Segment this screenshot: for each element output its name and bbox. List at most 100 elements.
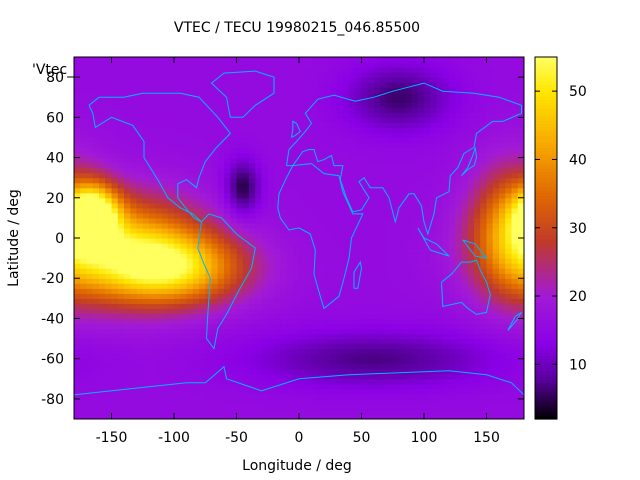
heat-cell bbox=[180, 152, 188, 159]
heat-cell bbox=[455, 62, 463, 68]
heat-cell bbox=[480, 243, 488, 249]
heat-cell bbox=[349, 253, 356, 259]
heat-cell bbox=[230, 253, 238, 259]
heat-cell bbox=[349, 157, 356, 164]
heat-cell bbox=[449, 308, 456, 315]
heat-cell bbox=[149, 197, 156, 204]
heat-cell bbox=[342, 72, 350, 78]
heat-cell bbox=[474, 408, 481, 415]
heat-cell bbox=[392, 248, 400, 254]
heat-cell bbox=[230, 338, 238, 345]
heat-cell bbox=[155, 112, 163, 118]
heat-cell bbox=[236, 288, 244, 294]
heat-cell bbox=[274, 162, 281, 169]
heat-cell bbox=[130, 373, 138, 380]
heat-cell bbox=[336, 82, 344, 88]
heat-cell bbox=[261, 363, 269, 370]
heat-cell bbox=[392, 117, 400, 123]
heat-cell bbox=[467, 383, 475, 390]
heat-cell bbox=[274, 373, 281, 380]
heat-cell bbox=[224, 157, 231, 164]
heat-cell bbox=[99, 187, 106, 194]
heat-cell bbox=[292, 172, 300, 179]
heat-cell bbox=[274, 142, 281, 149]
heat-cell bbox=[255, 408, 263, 415]
heat-cell bbox=[255, 388, 263, 395]
heat-cell bbox=[155, 343, 163, 350]
heat-cell bbox=[442, 112, 450, 118]
heat-cell bbox=[180, 408, 188, 415]
heat-cell bbox=[455, 288, 463, 294]
heat-cell bbox=[442, 182, 450, 189]
heat-cell bbox=[224, 167, 231, 174]
heat-cell bbox=[261, 77, 269, 83]
heat-cell bbox=[255, 303, 263, 309]
heat-cell bbox=[299, 338, 306, 345]
heat-cell bbox=[205, 217, 213, 224]
heat-cell bbox=[330, 373, 338, 380]
heat-cell bbox=[361, 162, 369, 169]
heat-cell bbox=[211, 318, 219, 325]
heat-cell bbox=[136, 273, 144, 279]
heat-cell bbox=[386, 318, 394, 325]
heat-cell bbox=[467, 137, 475, 144]
heat-cell bbox=[349, 243, 356, 249]
heat-cell bbox=[236, 363, 244, 370]
heat-cell bbox=[336, 403, 344, 410]
heat-cell bbox=[249, 162, 256, 169]
heat-cell bbox=[424, 207, 431, 214]
heat-cell bbox=[205, 278, 213, 284]
heat-cell bbox=[349, 283, 356, 289]
heat-cell bbox=[355, 232, 363, 239]
heat-cell bbox=[130, 333, 138, 340]
heat-cell bbox=[192, 283, 200, 289]
heat-cell bbox=[74, 232, 81, 239]
heat-cell bbox=[111, 127, 119, 134]
heat-cell bbox=[180, 383, 188, 390]
heat-cell bbox=[436, 232, 444, 239]
heat-cell bbox=[424, 112, 431, 118]
heat-cell bbox=[242, 263, 250, 269]
heat-cell bbox=[355, 313, 363, 320]
heat-cell bbox=[111, 393, 119, 400]
heat-cell bbox=[286, 298, 294, 304]
heat-cell bbox=[336, 378, 344, 385]
heat-cell bbox=[342, 137, 350, 144]
heat-cell bbox=[467, 202, 475, 209]
heat-cell bbox=[461, 187, 469, 194]
heat-cell bbox=[217, 368, 225, 375]
heat-cell bbox=[124, 177, 131, 184]
heat-cell bbox=[211, 313, 219, 320]
heat-cell bbox=[280, 222, 288, 229]
heat-cell bbox=[86, 107, 94, 113]
heat-cell bbox=[230, 212, 238, 219]
heat-cell bbox=[392, 72, 400, 78]
heat-cell bbox=[242, 248, 250, 254]
heat-cell bbox=[205, 288, 213, 294]
heat-cell bbox=[249, 207, 256, 214]
heat-cell bbox=[161, 298, 169, 304]
heat-cell bbox=[305, 238, 313, 244]
heat-cell bbox=[355, 383, 363, 390]
heat-cell bbox=[317, 413, 325, 419]
heat-cell bbox=[286, 253, 294, 259]
heat-cell bbox=[286, 227, 294, 234]
heat-cell bbox=[199, 283, 206, 289]
heat-cell bbox=[217, 253, 225, 259]
heat-cell bbox=[280, 152, 288, 159]
heat-cell bbox=[467, 217, 475, 224]
heat-cell bbox=[186, 167, 194, 174]
heat-cell bbox=[330, 258, 338, 264]
heat-cell bbox=[336, 328, 344, 335]
heat-cell bbox=[392, 112, 400, 118]
heat-cell bbox=[180, 182, 188, 189]
heat-cell bbox=[136, 227, 144, 234]
heat-cell bbox=[99, 142, 106, 149]
heat-cell bbox=[374, 57, 381, 63]
heat-cell bbox=[417, 92, 425, 98]
heat-cell bbox=[367, 248, 375, 254]
heat-cell bbox=[117, 142, 125, 149]
heat-cell bbox=[286, 132, 294, 139]
heat-cell bbox=[105, 353, 113, 360]
heat-cell bbox=[286, 202, 294, 209]
